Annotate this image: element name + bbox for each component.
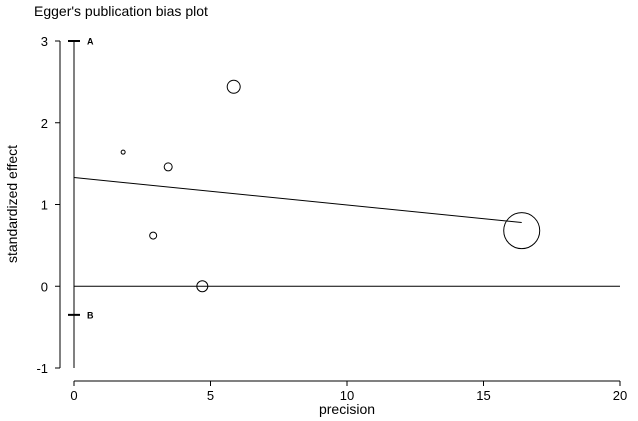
data-point — [149, 231, 158, 240]
data-point — [196, 280, 209, 293]
x-axis-ticks: 0 5 10 15 20 — [70, 381, 627, 403]
plot-frame — [59, 41, 620, 382]
x-tick-label: 20 — [613, 388, 627, 403]
chart-title: Egger's publication bias plot — [34, 3, 208, 19]
data-point — [163, 162, 173, 172]
y-axis-label: standardized effect — [4, 145, 20, 263]
y-tick-label: 2 — [41, 116, 48, 131]
x-tick-label: 15 — [476, 388, 490, 403]
data-points — [120, 79, 541, 293]
x-tick-label: 5 — [207, 388, 214, 403]
data-point — [503, 212, 541, 250]
ci-markers: AB — [68, 37, 94, 320]
x-tick-label: 10 — [340, 388, 354, 403]
plot-lines — [73, 41, 620, 368]
y-tick-label: 1 — [41, 198, 48, 213]
regression-line — [73, 177, 522, 223]
data-point — [120, 149, 126, 155]
x-axis-label: precision — [319, 401, 375, 417]
y-tick-label: 3 — [41, 34, 48, 49]
y-tick-label: -1 — [36, 361, 48, 376]
y-tick-label: 0 — [41, 279, 48, 294]
y-axis-ticks: -1 0 1 2 3 — [36, 34, 60, 376]
data-point — [226, 79, 241, 94]
ci-marker-label: B — [87, 310, 94, 320]
x-tick-label: 0 — [70, 388, 77, 403]
ci-marker-label: A — [87, 37, 94, 47]
